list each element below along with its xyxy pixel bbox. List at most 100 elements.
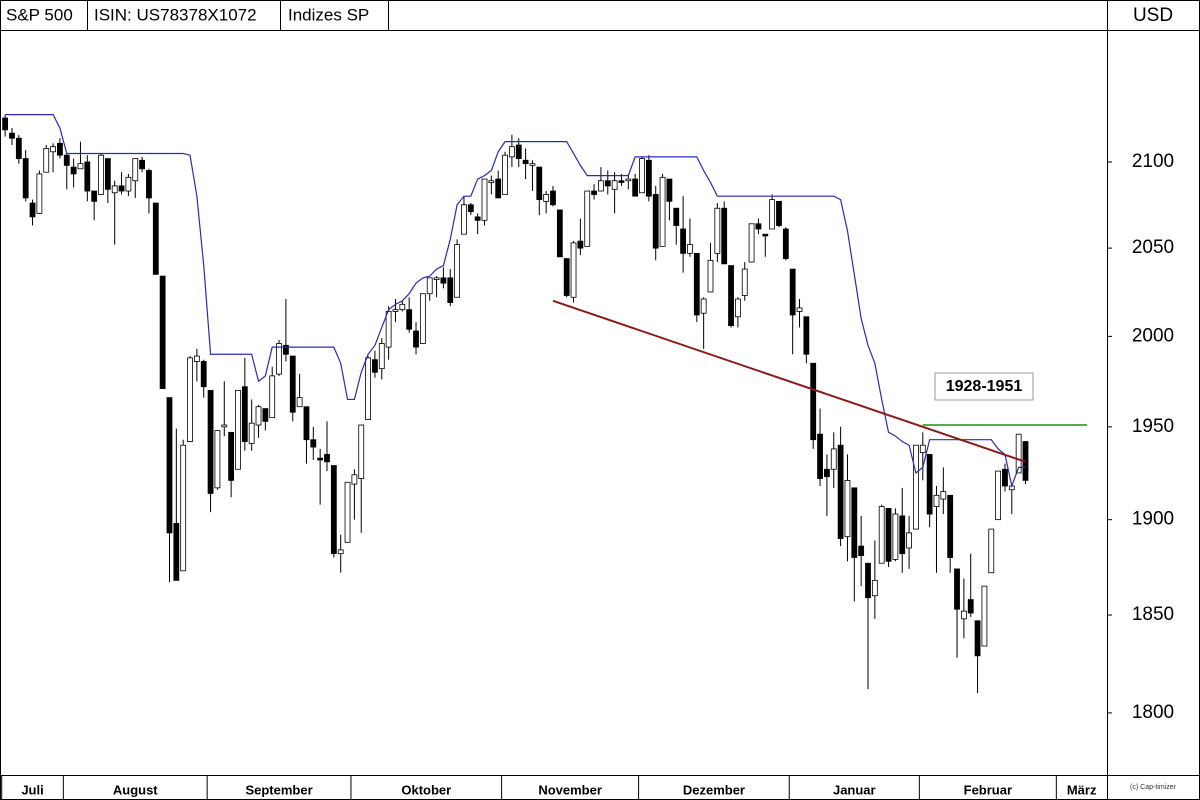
- candle-body: [508, 146, 515, 158]
- candle-body: [995, 470, 1002, 521]
- candle-body: [529, 163, 536, 166]
- isin: ISIN: US78378X1072: [94, 5, 257, 24]
- candle-body: [358, 424, 365, 479]
- candle-body: [180, 444, 187, 572]
- candle-body: [22, 158, 29, 199]
- candle-body: [296, 397, 303, 408]
- y-tick-label: 1950: [1132, 416, 1174, 437]
- candle-body: [474, 216, 481, 221]
- candle-body: [515, 144, 522, 159]
- candle-body: [248, 422, 255, 444]
- candle-body: [878, 506, 885, 564]
- candle-body: [173, 523, 180, 581]
- candle-body: [2, 117, 9, 131]
- candle-body: [152, 202, 159, 275]
- candle-body: [98, 154, 104, 195]
- candle-body: [262, 408, 269, 422]
- header-box: [388, 0, 1108, 31]
- candle-body: [283, 344, 289, 355]
- candle-body: [666, 178, 673, 202]
- candle-body: [933, 494, 940, 507]
- y-tick-label: 1850: [1132, 604, 1174, 625]
- candle-body: [871, 579, 878, 597]
- candle-body: [817, 433, 823, 479]
- candle-body: [837, 444, 844, 539]
- candle-body: [906, 532, 912, 549]
- candle-body: [9, 132, 15, 139]
- candle-body: [228, 431, 235, 481]
- candle-body: [584, 190, 591, 247]
- candle-body: [611, 180, 618, 190]
- candle-body: [15, 137, 22, 159]
- copyright: (c) Cap-timizer: [1130, 784, 1177, 791]
- candle-body: [762, 233, 769, 237]
- candle-body: [166, 397, 173, 534]
- candle-body: [63, 154, 70, 166]
- candle-body: [830, 448, 837, 470]
- candle-body: [372, 359, 378, 373]
- candle-body: [865, 562, 871, 599]
- candle-body: [714, 207, 721, 254]
- currency: USD: [1133, 5, 1173, 26]
- candle-body: [885, 508, 892, 562]
- indicator-line: [5, 114, 1026, 489]
- candle-body: [481, 178, 488, 221]
- candle-body: [132, 158, 139, 182]
- candle-body: [591, 190, 597, 195]
- candle-body: [707, 259, 714, 293]
- x-tick-label: November: [538, 782, 602, 797]
- candle-body: [748, 223, 755, 263]
- candle-body: [200, 361, 207, 388]
- candle-body: [70, 166, 77, 175]
- candle-body: [550, 190, 556, 206]
- candle-body: [734, 298, 741, 318]
- candle-body: [680, 228, 687, 254]
- candle-body: [645, 159, 652, 197]
- candle-body: [721, 207, 728, 265]
- candle-body: [50, 146, 56, 153]
- candle-body: [502, 154, 508, 195]
- candle-body: [385, 311, 392, 348]
- candle-body: [36, 173, 43, 214]
- candle-body: [187, 357, 193, 442]
- candle-body: [221, 424, 228, 428]
- candle-body: [344, 481, 351, 543]
- candle-body: [399, 303, 406, 311]
- candle-body: [858, 545, 865, 556]
- exchange: Indizes SP: [288, 5, 369, 24]
- candle-body: [235, 389, 241, 470]
- trend-line: [552, 299, 1026, 463]
- candle-body: [413, 330, 419, 348]
- candle-body: [433, 277, 440, 281]
- candle-body: [919, 444, 926, 453]
- candle-body: [673, 207, 680, 226]
- candle-body: [461, 204, 467, 235]
- header-box: [87, 0, 281, 31]
- x-tick-label: September: [245, 782, 312, 797]
- candle-body: [598, 180, 604, 192]
- candle-body: [310, 439, 317, 448]
- candle-body: [207, 389, 214, 494]
- candle-body: [57, 142, 63, 156]
- candle-body: [488, 180, 495, 183]
- candle-body: [618, 180, 625, 183]
- candle-body: [43, 147, 50, 173]
- candle-body: [803, 316, 810, 355]
- annotation-box: [934, 372, 1034, 401]
- candle-body: [782, 228, 789, 259]
- candle-body: [536, 166, 543, 201]
- candle-body: [796, 307, 803, 312]
- candle-body: [378, 343, 385, 370]
- x-tick-label: Dezember: [683, 782, 745, 797]
- candle-body: [118, 185, 125, 192]
- candle-body: [276, 343, 282, 375]
- y-tick-label: 2100: [1132, 151, 1174, 172]
- candle-body: [447, 277, 454, 303]
- x-tick-label: Februar: [964, 782, 1012, 797]
- candle-body: [947, 494, 954, 558]
- candle-body: [755, 223, 762, 230]
- candle-body: [659, 176, 666, 247]
- candle-body: [570, 242, 577, 298]
- candle-body: [913, 444, 919, 530]
- x-tick-label: März: [1067, 782, 1097, 797]
